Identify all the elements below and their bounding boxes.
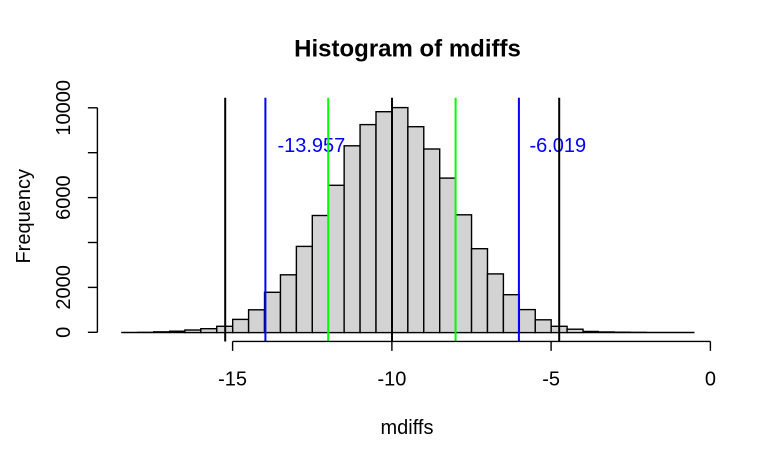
- svg-text:-6.019: -6.019: [529, 135, 586, 157]
- svg-text:mdiffs: mdiffs: [381, 417, 434, 439]
- svg-text:-13.957: -13.957: [277, 135, 345, 157]
- svg-text:-10: -10: [377, 369, 406, 391]
- svg-text:2000: 2000: [53, 265, 75, 310]
- svg-text:Frequency: Frequency: [13, 169, 35, 263]
- svg-text:10000: 10000: [53, 80, 75, 136]
- svg-text:-15: -15: [218, 369, 247, 391]
- svg-text:-5: -5: [542, 369, 560, 391]
- svg-text:0: 0: [53, 327, 75, 338]
- svg-text:6000: 6000: [53, 175, 75, 220]
- svg-text:0: 0: [705, 369, 716, 391]
- svg-text:Histogram of mdiffs: Histogram of mdiffs: [294, 35, 521, 62]
